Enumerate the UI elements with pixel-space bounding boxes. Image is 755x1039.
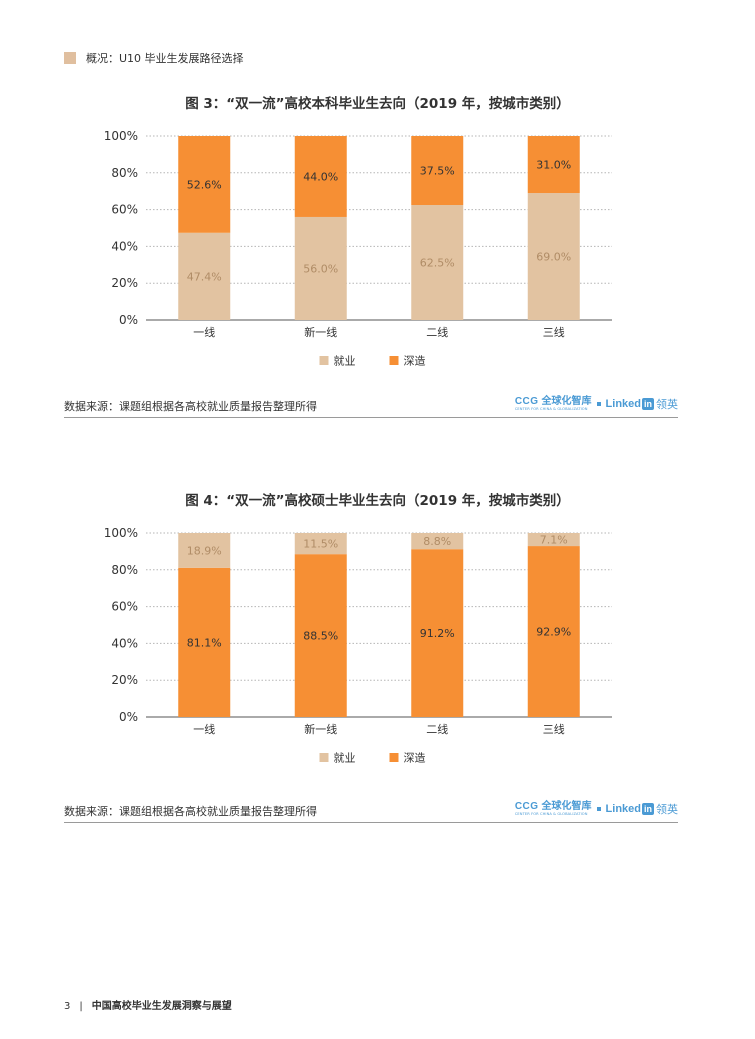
- logo-group-2: CCG 全球化智库 CENTER FOR CHINA & GLOBALIZATI…: [515, 801, 678, 817]
- ccg-logo-sub: CENTER FOR CHINA & GLOBALIZATION: [514, 406, 588, 411]
- linkedin-in-icon: in: [642, 803, 654, 815]
- x-tick-label: 三线: [543, 722, 565, 736]
- legend-label: 就业: [334, 354, 356, 368]
- y-tick-label: 100%: [104, 526, 138, 540]
- page-footer: 3 | 中国高校毕业生发展洞察与展望: [64, 997, 232, 1012]
- x-tick-label: 三线: [543, 325, 565, 339]
- bar-segment: [527, 546, 580, 717]
- bar-segment: [294, 554, 347, 717]
- data-label: 69.0%: [536, 251, 571, 264]
- bar-segment: [178, 567, 231, 717]
- x-tick-label: 二线: [426, 325, 448, 339]
- y-tick-label: 20%: [111, 673, 138, 687]
- y-tick-label: 80%: [111, 166, 138, 180]
- y-tick-label: 0%: [119, 710, 138, 724]
- y-tick-label: 80%: [111, 563, 138, 577]
- ccg-logo-cn: 全球化智库: [541, 395, 592, 407]
- y-tick-label: 60%: [111, 600, 138, 614]
- bar-segment: [411, 533, 464, 550]
- x-tick-label: 二线: [426, 722, 448, 736]
- y-tick-label: 40%: [111, 636, 138, 650]
- bar-segment: [178, 533, 231, 568]
- x-tick-label: 新一线: [304, 722, 337, 736]
- y-tick-label: 40%: [111, 239, 138, 253]
- linkedin-logo-text: Linked: [605, 398, 641, 410]
- data-label: 7.1%: [540, 534, 568, 547]
- linkedin-in-icon: in: [642, 398, 654, 410]
- legend-swatch: [389, 753, 399, 762]
- ccg-logo-letters: CCG: [514, 800, 539, 812]
- linkedin-logo-cn: 领英: [656, 398, 678, 411]
- data-label: 8.8%: [423, 535, 451, 548]
- ccg-logo: CCG 全球化智库 CENTER FOR CHINA & GLOBALIZATI…: [514, 395, 592, 412]
- data-label: 56.0%: [303, 262, 338, 275]
- legend-swatch: [319, 356, 329, 365]
- section-header: 概况：U10 毕业生发展路径选择: [64, 50, 244, 66]
- data-label: 11.5%: [303, 538, 338, 551]
- x-tick-label: 一线: [193, 722, 215, 736]
- bar-segment: [527, 193, 580, 320]
- chart-1-title: 图 3：“双一流”高校本科毕业生去向（2019 年，按城市类别）: [185, 96, 570, 112]
- data-label: 81.1%: [187, 636, 222, 649]
- legend-swatch: [389, 356, 399, 365]
- data-label: 18.9%: [187, 544, 222, 557]
- bar-segment: [411, 549, 464, 717]
- chart-1-undergraduate: 0% 20% 40% 60% 80% 100% 47.4% 52.6% 一线 56.0% 44.0%…: [104, 129, 612, 368]
- logo-group-1: CCG 全球化智库 CENTER FOR CHINA & GLOBALIZATI…: [515, 396, 678, 412]
- data-label: 31.0%: [536, 159, 571, 172]
- linkedin-logo: Linked in 领英: [606, 801, 678, 817]
- legend-label: 深造: [404, 354, 426, 368]
- y-tick-label: 60%: [111, 203, 138, 217]
- data-label: 92.9%: [536, 626, 571, 639]
- linkedin-logo: Linked in 领英: [606, 396, 678, 412]
- data-label: 62.5%: [420, 257, 455, 270]
- chart-2-master: 0% 20% 40% 60% 80% 100% 81.1% 18.9% 一线 88.5% 11.5%…: [104, 526, 612, 765]
- x-tick-label: 一线: [193, 325, 215, 339]
- source-row-1: 数据来源：课题组根据各高校就业质量报告整理所得 CCG 全球化智库 CENTER…: [64, 396, 678, 418]
- source-note-2: 数据来源：课题组根据各高校就业质量报告整理所得: [64, 805, 317, 818]
- ccg-logo-letters: CCG: [514, 395, 539, 407]
- source-note-1: 数据来源：课题组根据各高校就业质量报告整理所得: [64, 400, 317, 413]
- logo-divider-icon: [596, 402, 601, 406]
- y-tick-label: 0%: [119, 313, 138, 327]
- legend-label: 深造: [404, 751, 426, 765]
- x-tick-label: 新一线: [304, 325, 337, 339]
- logo-divider-icon: [596, 807, 601, 811]
- data-label: 88.5%: [303, 630, 338, 643]
- bar-segment: [527, 136, 580, 194]
- data-label: 47.4%: [187, 270, 222, 283]
- bar-segment: [178, 136, 231, 233]
- bar-segment: [294, 136, 347, 217]
- bar-segment: [411, 205, 464, 320]
- data-label: 44.0%: [303, 170, 338, 183]
- bar-segment: [178, 232, 231, 320]
- chart-2-title: 图 4：“双一流”高校硕士毕业生去向（2019 年，按城市类别）: [185, 493, 570, 509]
- ccg-logo: CCG 全球化智库 CENTER FOR CHINA & GLOBALIZATI…: [514, 800, 592, 817]
- footer-separator: |: [79, 1001, 83, 1012]
- bar-segment: [294, 216, 347, 320]
- y-tick-label: 100%: [104, 129, 138, 143]
- bar-segment: [411, 136, 464, 205]
- legend-swatch: [319, 753, 329, 762]
- bar-segment: [527, 533, 580, 547]
- data-label: 91.2%: [420, 627, 455, 640]
- ccg-logo-sub: CENTER FOR CHINA & GLOBALIZATION: [514, 811, 588, 816]
- footer-title: 中国高校毕业生发展洞察与展望: [91, 1001, 232, 1012]
- source-row-2: 数据来源：课题组根据各高校就业质量报告整理所得 CCG 全球化智库 CENTER…: [64, 801, 678, 823]
- legend-label: 就业: [334, 751, 356, 765]
- y-tick-label: 20%: [111, 276, 138, 290]
- linkedin-logo-text: Linked: [605, 803, 641, 815]
- data-label: 37.5%: [420, 165, 455, 178]
- linkedin-logo-cn: 领英: [656, 803, 678, 816]
- data-label: 52.6%: [187, 178, 222, 191]
- section-marker-icon: [64, 52, 76, 64]
- ccg-logo-cn: 全球化智库: [541, 800, 592, 812]
- page-number: 3: [64, 1001, 71, 1012]
- bar-segment: [294, 533, 347, 555]
- section-label: 概况：U10 毕业生发展路径选择: [86, 52, 244, 65]
